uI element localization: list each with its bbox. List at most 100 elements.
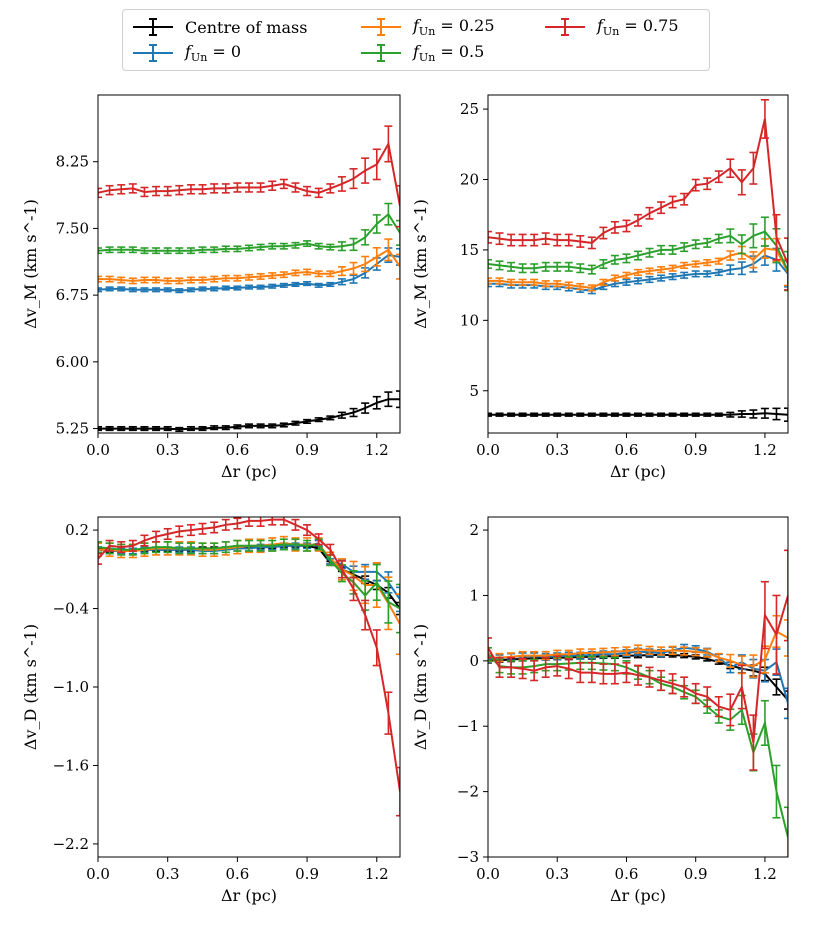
x-tick-label: 0.9 — [684, 441, 708, 459]
error-bar — [117, 425, 126, 432]
error-bar — [680, 676, 689, 698]
error-bar — [668, 412, 677, 417]
error-bar — [256, 284, 265, 290]
error-bar — [541, 412, 550, 417]
error-bar — [784, 237, 788, 291]
error-bar — [657, 266, 666, 274]
error-bar — [128, 246, 137, 254]
error-bar — [245, 244, 253, 252]
error-bar — [668, 673, 677, 695]
error-bar — [384, 125, 393, 163]
error-bar — [784, 806, 788, 857]
error-bar — [541, 261, 550, 272]
error-bar — [691, 260, 700, 268]
error-bar — [98, 425, 102, 432]
error-bar — [691, 412, 700, 417]
error-bar — [714, 233, 723, 244]
error-bar — [326, 270, 335, 278]
error-bar — [221, 285, 230, 291]
error-bar — [657, 646, 666, 656]
error-bar — [645, 206, 654, 220]
error-bar — [337, 241, 346, 252]
error-bar — [564, 233, 573, 247]
error-bar — [703, 270, 712, 278]
error-bar — [349, 237, 358, 252]
error-bar — [680, 646, 689, 656]
error-bar — [361, 599, 370, 631]
error-bar — [541, 280, 550, 288]
error-bar — [587, 236, 596, 250]
x-tick-label: 1.2 — [365, 865, 389, 883]
error-bar — [117, 184, 126, 195]
error-bar — [245, 539, 253, 552]
error-bar — [507, 261, 516, 272]
x-axis-label: Δr (pc) — [610, 886, 666, 905]
error-bar — [221, 245, 230, 253]
error-bar — [337, 176, 346, 192]
error-bar — [256, 423, 265, 429]
error-bar — [105, 246, 114, 254]
legend: Centre of mass fUn = 0 fUn = 0.25 fUn = … — [122, 9, 710, 71]
error-bar — [186, 542, 195, 555]
error-bar — [668, 244, 677, 255]
error-bar — [314, 242, 323, 250]
error-bar — [518, 412, 527, 417]
error-bar — [233, 285, 242, 291]
error-bar — [105, 425, 114, 432]
error-bar — [784, 407, 788, 422]
error-bar — [210, 521, 219, 534]
error-bar — [564, 281, 573, 289]
error-bar — [726, 411, 735, 418]
legend-swatch-orange — [361, 18, 401, 36]
error-bar — [610, 663, 619, 685]
error-bar — [279, 282, 288, 288]
error-bar — [268, 517, 277, 526]
x-tick-label: 0.9 — [295, 865, 319, 883]
error-bar — [337, 278, 346, 286]
error-bar — [737, 261, 746, 276]
error-bar — [610, 220, 619, 234]
error-bar — [645, 412, 654, 417]
error-bar — [668, 645, 677, 656]
legend-label: fUn = 0.75 — [597, 15, 679, 39]
error-bar — [634, 644, 642, 654]
error-bar — [233, 424, 242, 430]
error-bar — [657, 274, 666, 282]
error-bar — [703, 648, 712, 658]
error-bar — [564, 261, 573, 272]
error-bar — [384, 580, 393, 624]
error-bar — [495, 260, 504, 271]
error-bar — [303, 524, 312, 537]
error-bar — [518, 263, 527, 274]
error-bar — [587, 264, 596, 275]
x-axis-label: Δr (pc) — [610, 462, 666, 481]
error-bar — [726, 653, 735, 668]
error-bar — [372, 148, 381, 181]
error-bar — [657, 669, 666, 692]
axes-frame — [97, 516, 401, 858]
error-bar — [668, 195, 677, 209]
error-bar — [396, 593, 400, 656]
legend-item-fun-0: fUn = 0 — [131, 42, 241, 64]
error-bar — [396, 766, 400, 817]
error-bar — [645, 275, 654, 284]
error-bar — [714, 652, 723, 663]
error-bar — [256, 539, 265, 552]
error-bar — [599, 412, 608, 417]
error-bar — [576, 662, 585, 684]
error-bar — [737, 664, 746, 710]
error-bar — [256, 272, 265, 280]
y-tick-label: 1 — [469, 586, 479, 604]
error-bar — [175, 184, 184, 196]
error-bar — [384, 391, 393, 408]
error-bar — [703, 237, 712, 248]
error-bar — [726, 693, 735, 727]
y-tick-label: 0.2 — [65, 521, 89, 539]
series-4 — [98, 517, 400, 817]
x-tick-label: 0.3 — [156, 441, 180, 459]
y-tick-label: −1.6 — [53, 756, 89, 774]
y-tick-label: −0.4 — [53, 600, 89, 618]
x-tick-label: 1.2 — [753, 441, 777, 459]
error-bar — [714, 257, 723, 265]
error-bar — [599, 258, 608, 270]
